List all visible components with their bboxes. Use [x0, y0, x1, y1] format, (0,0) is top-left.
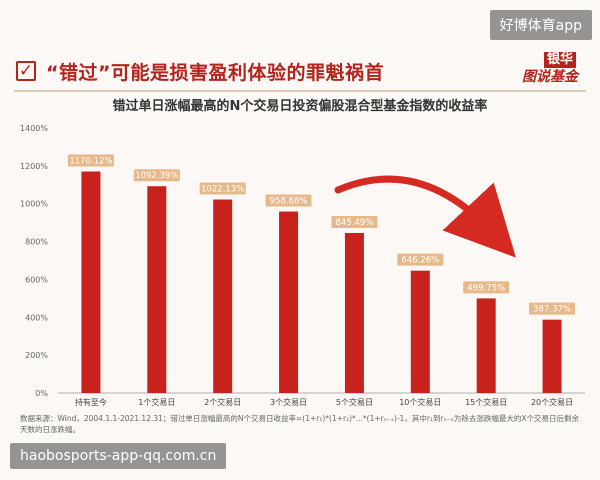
header: ✓ “错过”可能是损害盈利体验的罪魁祸首 — [16, 56, 384, 86]
y-tick-label: 1400% — [20, 124, 48, 133]
headline: “错过”可能是损害盈利体验的罪魁祸首 — [46, 61, 384, 84]
bar — [279, 211, 299, 393]
data-label-box — [529, 302, 576, 315]
y-tick-label: 200% — [25, 351, 48, 360]
data-label: 1170.12% — [69, 157, 112, 167]
trend-arrow — [334, 175, 516, 258]
data-label-box — [463, 281, 510, 294]
header-divider — [14, 90, 586, 92]
x-tick-label: 2个交易日 — [204, 397, 241, 407]
y-tick-label: 1200% — [20, 162, 48, 171]
brand-logo: 银华 图说基金 — [516, 52, 578, 88]
data-label: 845.49% — [336, 218, 374, 228]
bar — [147, 186, 167, 393]
bar — [476, 298, 496, 393]
x-tick-label: 10个交易日 — [399, 397, 441, 407]
data-label: 499.75% — [467, 283, 505, 293]
logo-line2: 图说基金 — [522, 69, 578, 85]
bar — [344, 232, 364, 393]
logo-line1: 银华 — [543, 52, 576, 68]
bar — [81, 171, 101, 393]
watermark-bottom: haobosports-app-qq.com.cn — [10, 443, 227, 469]
x-tick-label: 3个交易日 — [270, 397, 307, 407]
y-tick-label: 0% — [35, 389, 48, 398]
checkmark-icon: ✓ — [16, 61, 36, 81]
x-tick-label: 持有至今 — [75, 397, 107, 407]
data-label-box — [199, 182, 246, 195]
chart-title: 错过单日涨幅最高的N个交易日投资偏股混合型基金指数的收益率 — [112, 99, 488, 114]
x-tick-label: 5个交易日 — [336, 397, 373, 407]
data-label: 958.68% — [270, 197, 308, 207]
y-tick-label: 400% — [25, 313, 48, 322]
data-label-box — [265, 194, 312, 207]
data-label-box — [331, 215, 378, 228]
y-tick-label: 1000% — [20, 200, 48, 209]
data-label-box — [67, 154, 114, 167]
x-tick-label: 15个交易日 — [465, 397, 507, 407]
x-tick-label: 1个交易日 — [138, 397, 175, 407]
bar — [410, 270, 430, 393]
source-note: 数据来源：Wind，2004.1.1-2021.12.31；错过单日涨幅最高的N… — [20, 414, 580, 434]
bar — [213, 199, 233, 393]
y-tick-label: 600% — [25, 275, 48, 284]
data-label: 646.26% — [401, 256, 439, 266]
data-label: 1022.13% — [201, 185, 244, 195]
data-label: 387.37% — [533, 305, 571, 315]
x-tick-label: 20个交易日 — [531, 397, 573, 407]
watermark-top: 好博体育app — [489, 10, 592, 40]
data-label: 1092.39% — [135, 171, 178, 181]
y-tick-label: 800% — [25, 238, 48, 247]
data-label-box — [133, 169, 180, 182]
data-label-box — [397, 253, 444, 266]
bar — [542, 319, 562, 393]
